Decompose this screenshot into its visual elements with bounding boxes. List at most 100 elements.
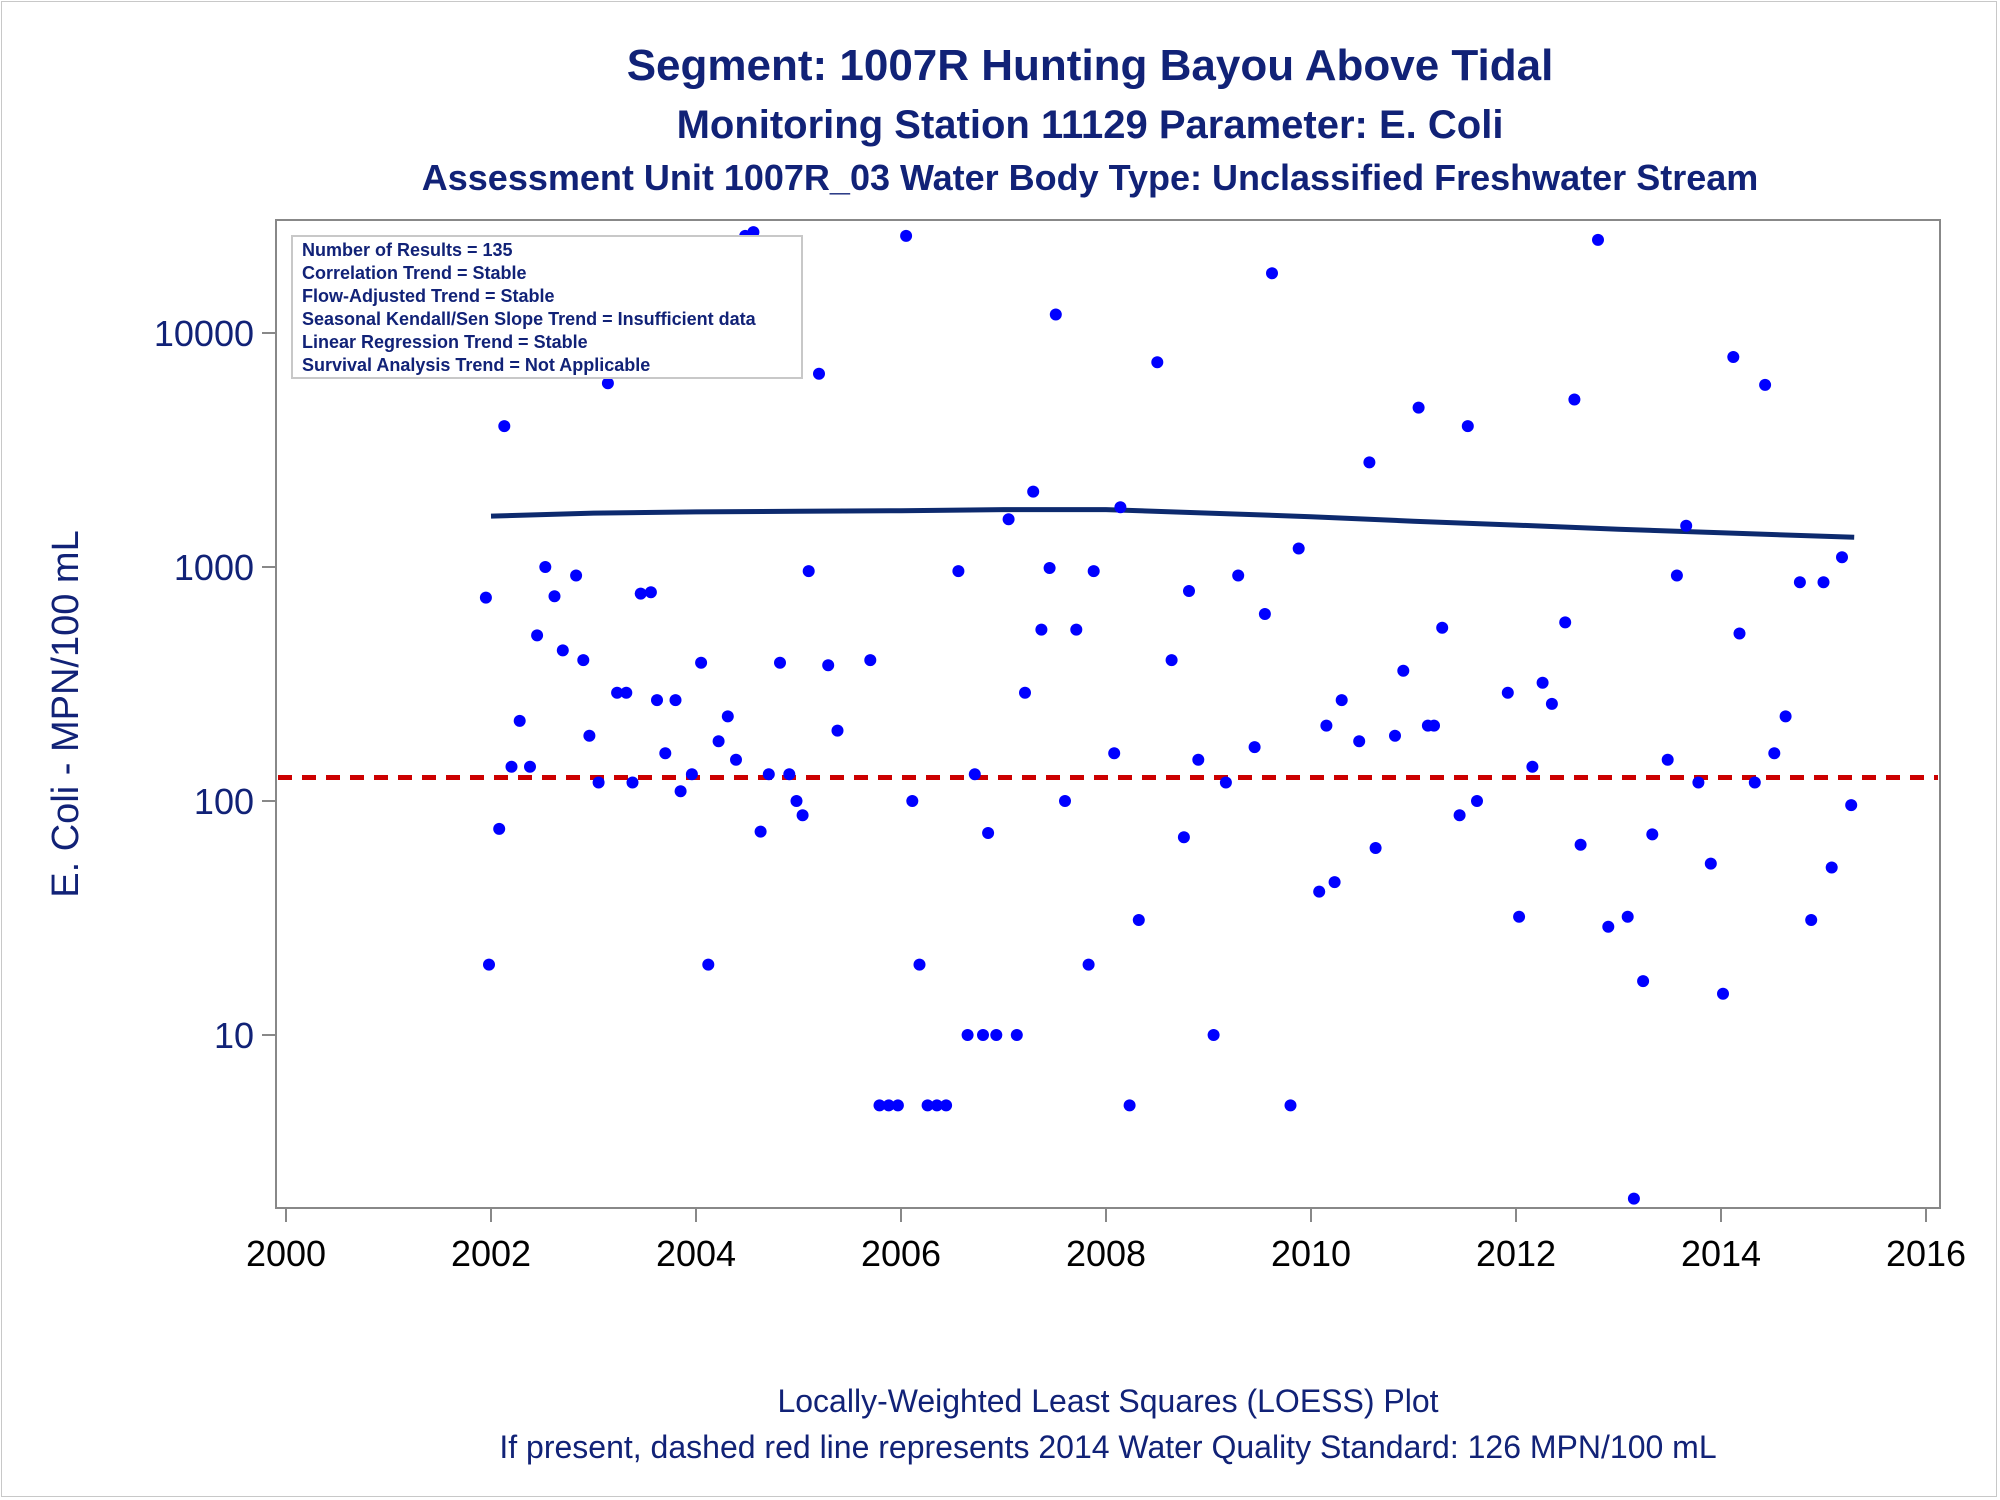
data-point <box>601 377 614 390</box>
data-point <box>1389 729 1401 742</box>
y-tick-label: 10 <box>214 1015 254 1056</box>
data-point <box>1545 697 1558 710</box>
y-tick-label: 10000 <box>154 313 254 354</box>
data-point <box>1320 719 1333 732</box>
data-point <box>651 694 663 707</box>
data-point <box>539 561 552 573</box>
info-line-1: Number of Results = 135 <box>302 240 513 260</box>
data-point <box>1733 627 1746 640</box>
data-point <box>952 565 965 578</box>
data-point <box>977 1029 989 1041</box>
data-point <box>1805 914 1818 926</box>
data-point <box>1428 719 1440 732</box>
data-point <box>1049 308 1062 321</box>
data-point <box>990 1029 1003 1041</box>
data-point <box>900 229 913 242</box>
data-point <box>577 654 590 667</box>
data-point <box>479 591 492 604</box>
data-point <box>556 644 569 657</box>
data-point <box>1010 1029 1023 1041</box>
data-point <box>1284 1099 1297 1112</box>
data-point <box>498 420 511 433</box>
data-point <box>1192 753 1205 766</box>
info-box <box>291 235 803 379</box>
data-point <box>1559 616 1572 629</box>
data-point <box>831 724 844 737</box>
data-point <box>1621 910 1634 923</box>
data-point <box>1328 876 1341 889</box>
data-point <box>1817 576 1830 589</box>
data-point <box>483 958 495 971</box>
data-point <box>1501 686 1514 699</box>
data-point <box>813 367 825 380</box>
data-point <box>1692 776 1705 789</box>
data-point <box>891 1099 904 1112</box>
data-point <box>611 686 624 699</box>
x-tick-label: 2006 <box>861 1233 941 1274</box>
data-point <box>913 958 926 971</box>
data-point <box>1526 760 1539 773</box>
x-tick-label: 2008 <box>1066 1233 1146 1274</box>
data-point <box>1369 842 1382 854</box>
data-point <box>1108 747 1121 760</box>
data-point <box>1471 795 1483 807</box>
data-point <box>620 686 633 699</box>
plot-area <box>275 219 1941 1209</box>
data-point <box>1661 753 1674 766</box>
data-point <box>1183 585 1195 597</box>
data-point <box>783 768 796 781</box>
data-point <box>982 827 995 839</box>
data-point <box>531 629 544 642</box>
x-tick-label: 2010 <box>1271 1233 1351 1274</box>
data-point <box>1292 542 1305 555</box>
x-tick-label: 2000 <box>246 1233 326 1274</box>
data-point <box>702 958 715 971</box>
data-point <box>1461 420 1474 433</box>
data-point <box>1759 378 1772 391</box>
data-point <box>505 760 518 773</box>
data-point <box>1646 828 1659 841</box>
y-axis-label: E. Coli - MPN/100 mL <box>45 530 87 897</box>
info-line-6: Survival Analysis Trend = Not Applicable <box>302 355 650 375</box>
data-point <box>1123 1099 1136 1112</box>
data-point <box>674 785 687 798</box>
data-point <box>1568 393 1581 406</box>
data-point <box>790 795 803 807</box>
data-point <box>1793 576 1806 589</box>
y-tick-label: 1000 <box>174 547 254 588</box>
data-point <box>1397 664 1410 677</box>
data-point <box>513 714 526 727</box>
data-point <box>1412 401 1425 414</box>
data-point <box>1670 569 1683 582</box>
data-point <box>1704 857 1717 870</box>
data-point <box>1027 485 1040 498</box>
data-point <box>493 822 506 835</box>
data-point <box>1248 741 1261 754</box>
data-point <box>930 1099 943 1112</box>
data-point <box>762 768 775 781</box>
data-point <box>873 1099 886 1112</box>
data-point <box>1748 776 1761 789</box>
data-point <box>1680 519 1693 532</box>
info-line-3: Flow-Adjusted Trend = Stable <box>302 286 555 306</box>
data-point <box>1177 831 1190 844</box>
x-tick-label: 2016 <box>1886 1233 1966 1274</box>
loess-line <box>490 507 1855 540</box>
chart-subtitle-station: Monitoring Station 11129 Parameter: E. C… <box>677 103 1504 147</box>
data-point <box>583 729 596 742</box>
data-point <box>1453 809 1466 822</box>
data-point <box>1779 710 1792 723</box>
data-point <box>1232 569 1245 582</box>
data-point <box>796 809 809 822</box>
data-point <box>882 1099 895 1112</box>
data-point <box>1082 958 1095 971</box>
x-tick-label: 2012 <box>1476 1233 1556 1274</box>
x-axis: 2000 2002 2004 2006 2008 2010 2012 2014 2016 <box>246 1208 1966 1274</box>
data-point <box>1602 920 1615 933</box>
data-point <box>1019 686 1031 699</box>
data-point <box>1132 914 1145 926</box>
data-point <box>802 565 815 578</box>
data-point <box>1313 885 1326 898</box>
info-line-2: Correlation Trend = Stable <box>302 263 527 283</box>
